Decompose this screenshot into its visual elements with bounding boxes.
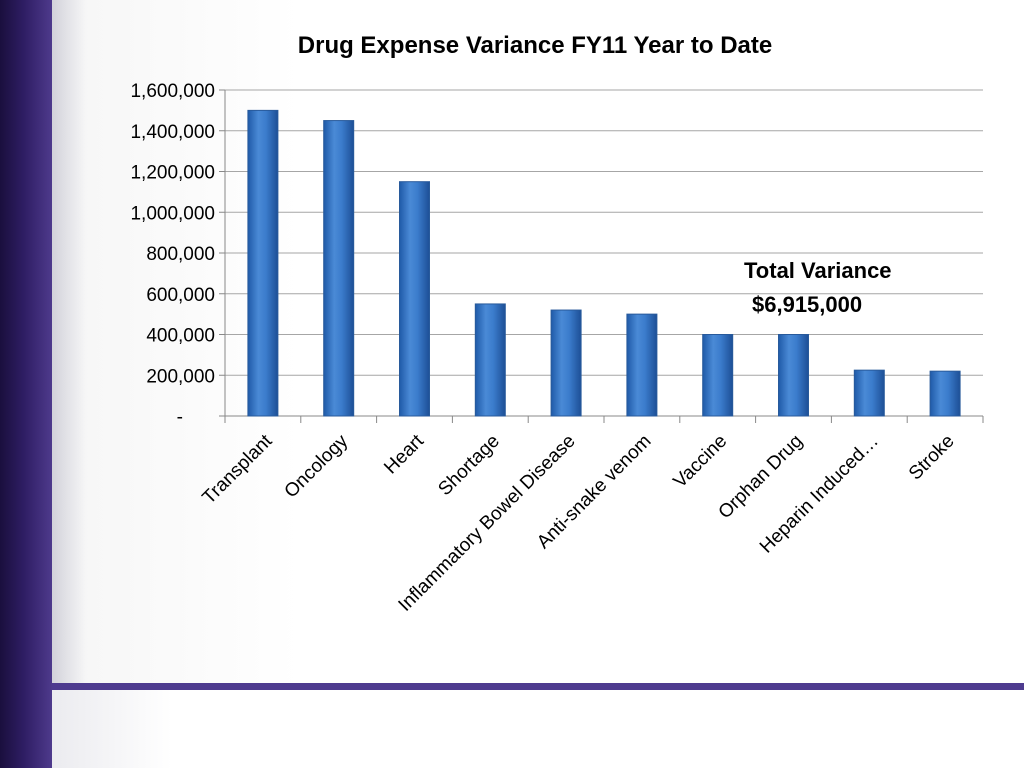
x-tick-label: Heart — [380, 430, 428, 478]
bar-inflammatory-bowel-disease — [550, 309, 582, 417]
bar-shortage — [474, 303, 506, 417]
bar-heart — [399, 181, 430, 417]
bottom-accent-rule — [52, 683, 1024, 690]
total-variance-label: Total Variance — [744, 258, 892, 283]
left-accent-bar — [0, 0, 52, 768]
bar-vaccine — [702, 334, 734, 417]
y-tick-label: 1,600,000 — [130, 81, 215, 102]
y-tick-label: 400,000 — [146, 326, 215, 347]
y-tick-label: 1,200,000 — [130, 163, 215, 184]
bar-transplant — [247, 109, 279, 417]
total-variance-value: $6,915,000 — [752, 292, 863, 317]
bar-heparin-induced — [853, 369, 885, 417]
bar-anti-snake-venom — [626, 313, 658, 417]
y-tick-label: 1,000,000 — [130, 203, 215, 224]
bar-stroke — [929, 370, 961, 417]
left-shadow — [52, 0, 86, 768]
y-tick-label: - — [177, 407, 183, 428]
bar-oncology — [323, 120, 355, 417]
slide-footer-area — [52, 690, 1024, 768]
y-tick-labels: - 200,000 400,000 600,000 800,000 1,000,000 1,… — [130, 81, 215, 428]
x-tick-labels: Transplant Oncology Heart ShortageInflammat… — [199, 430, 959, 616]
x-tick-label: Transplant — [199, 430, 277, 508]
y-tick-label: 800,000 — [146, 244, 215, 265]
bar-orphan-drug — [778, 334, 809, 417]
bars — [247, 109, 961, 417]
x-tick-label: Shortage — [434, 431, 503, 500]
chart-title: Drug Expense Variance FY11 Year to Date — [297, 32, 773, 59]
y-tick-label: 1,400,000 — [130, 122, 215, 143]
x-tick-label: Oncology — [281, 430, 353, 502]
x-tick-label: Vaccine — [670, 431, 732, 493]
y-tick-label: 600,000 — [146, 285, 215, 306]
x-tick-label: Stroke — [905, 431, 959, 485]
y-tick-label: 200,000 — [146, 366, 215, 387]
